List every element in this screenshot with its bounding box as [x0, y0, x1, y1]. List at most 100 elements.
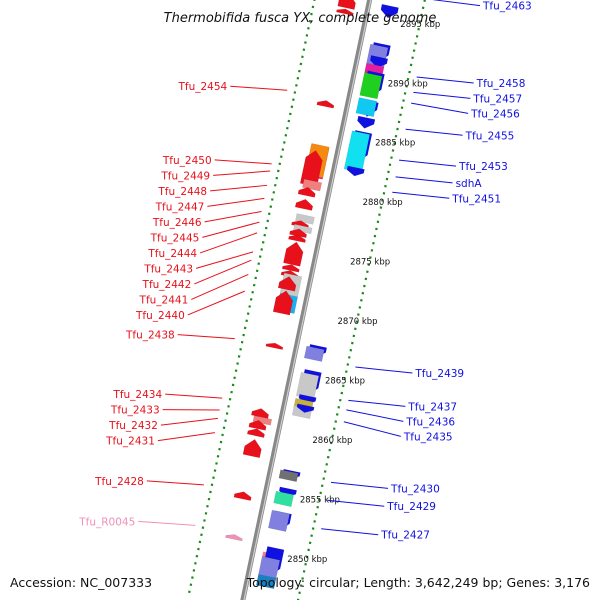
- gene-label-right[interactable]: Tfu_2451: [451, 193, 501, 205]
- label-leader-line: [405, 128, 463, 136]
- forward-gene-feature[interactable]: [283, 241, 304, 267]
- scale-label: 2850 kbp: [287, 555, 327, 565]
- reverse-gene-feature[interactable]: [278, 469, 299, 482]
- gene-label-right[interactable]: Tfu_2430: [390, 483, 440, 495]
- gene-label-left[interactable]: Tfu_2444: [147, 248, 197, 260]
- reverse-gene-feature[interactable]: [346, 165, 365, 177]
- gene-label-left[interactable]: Tfu_2447: [155, 201, 205, 213]
- forward-gene-feature[interactable]: [294, 198, 314, 211]
- gene-label-left[interactable]: Tfu_2443: [143, 263, 193, 275]
- forward-gene-feature[interactable]: [299, 150, 323, 187]
- forward-gene-feature[interactable]: [272, 290, 294, 316]
- forward-gene-feature[interactable]: [233, 491, 252, 501]
- label-leader-line: [202, 221, 260, 238]
- label-leader-line: [165, 393, 223, 399]
- label-leader-line: [177, 334, 235, 340]
- reverse-gene-feature[interactable]: [273, 490, 294, 507]
- forward-gene-feature[interactable]: [247, 428, 265, 438]
- gene-label-right[interactable]: Tfu_2457: [472, 93, 522, 105]
- forward-gene-feature[interactable]: [288, 234, 306, 243]
- label-leader-line: [413, 91, 471, 99]
- forward-gene-feature[interactable]: [297, 187, 316, 198]
- reverse-gene-feature[interactable]: [380, 3, 399, 19]
- gene-label-left[interactable]: Tfu_2450: [162, 155, 212, 167]
- gene-label-left[interactable]: Tfu_2449: [160, 170, 210, 182]
- label-leader-line: [392, 191, 450, 199]
- forward-gene-feature[interactable]: [225, 534, 243, 542]
- forward-gene-feature[interactable]: [248, 420, 267, 431]
- gene-label-left[interactable]: Tfu_2428: [94, 476, 144, 488]
- scale-label: 2895 kbp: [400, 20, 440, 30]
- reverse-gene-feature[interactable]: [359, 72, 383, 100]
- gene-label-left[interactable]: Tfu_2440: [135, 310, 185, 322]
- forward-gene-feature[interactable]: [251, 408, 269, 419]
- forward-gene-feature[interactable]: [242, 439, 262, 459]
- scale-label: 2855 kbp: [300, 495, 340, 505]
- accession-label: Accession: NC_007333: [10, 575, 153, 590]
- forward-gene-feature[interactable]: [281, 264, 300, 273]
- gene-labels: Tfu_2454 Tfu_2450 Tfu_2449 Tfu_2448 Tfu_2447…: [78, 1, 531, 542]
- scale-label: 2870 kbp: [338, 317, 378, 327]
- gene-label-left[interactable]: Tfu_R0045: [78, 516, 135, 528]
- gene-label-right[interactable]: Tfu_2437: [407, 401, 457, 413]
- gene-label-left[interactable]: Tfu_2448: [157, 186, 207, 198]
- gene-label-left[interactable]: Tfu_2454: [177, 81, 227, 93]
- gene-label-left[interactable]: Tfu_2433: [110, 405, 160, 417]
- scale-label: 2875 kbp: [350, 258, 390, 268]
- gene-label-left[interactable]: Tfu_2431: [105, 436, 155, 448]
- forward-gene-feature[interactable]: [265, 342, 284, 350]
- gene-label-right[interactable]: Tfu_2435: [403, 431, 453, 443]
- gene-label-left[interactable]: Tfu_2432: [108, 420, 158, 432]
- label-leader-line: [204, 210, 262, 223]
- reverse-gene-feature[interactable]: [357, 115, 376, 129]
- forward-gene-feature[interactable]: [252, 415, 273, 426]
- forward-gene-feature[interactable]: [289, 228, 307, 239]
- backbone-layer: [240, 0, 373, 600]
- label-leader-line: [395, 176, 453, 184]
- reverse-gene-feature[interactable]: [303, 345, 325, 362]
- scale-label: 2890 kbp: [388, 79, 428, 89]
- label-leader-line: [187, 290, 245, 316]
- forward-gene-feature[interactable]: [316, 100, 335, 109]
- gene-label-left[interactable]: Tfu_2434: [112, 389, 162, 401]
- gene-label-right[interactable]: Tfu_2453: [458, 161, 508, 173]
- feature-layer: [225, 0, 399, 589]
- forward-gene-feature[interactable]: [277, 276, 297, 292]
- gene-label-left[interactable]: Tfu_2442: [142, 279, 192, 291]
- gene-label-right[interactable]: Tfu_2455: [465, 130, 515, 142]
- reverse-gene-feature[interactable]: [369, 55, 389, 69]
- label-leader-line: [160, 417, 218, 426]
- reverse-gene-feature[interactable]: [268, 509, 290, 532]
- label-leader-line: [432, 0, 481, 7]
- label-leader-line: [194, 259, 252, 285]
- gene-label-right[interactable]: Tfu_2463: [482, 1, 532, 13]
- reverse-gene-feature[interactable]: [355, 97, 378, 117]
- gene-label-left[interactable]: Tfu_2441: [139, 294, 189, 306]
- label-leader-line: [207, 197, 265, 207]
- reverse-gene-feature[interactable]: [296, 403, 315, 413]
- gene-label-right[interactable]: Tfu_2429: [386, 501, 436, 513]
- gene-label-right[interactable]: Tfu_2456: [470, 108, 520, 120]
- scale-label: 2880 kbp: [363, 198, 403, 208]
- label-leader-line: [210, 184, 268, 192]
- label-leader-line: [157, 432, 215, 442]
- gene-label-right[interactable]: Tfu_2458: [476, 78, 526, 90]
- gene-label-right[interactable]: sdhA: [456, 178, 483, 190]
- label-leader-line: [416, 76, 474, 84]
- gene-label-left[interactable]: Tfu_2445: [150, 232, 200, 244]
- map-title: Thermobifida fusca YX, complete genome: [164, 11, 437, 26]
- gene-label-left[interactable]: Tfu_2438: [125, 330, 175, 342]
- gene-label-right[interactable]: Tfu_2436: [405, 416, 455, 428]
- label-leader-line: [321, 528, 379, 536]
- reverse-gene-feature[interactable]: [256, 574, 277, 589]
- label-leader-line: [330, 481, 389, 489]
- forward-gene-feature[interactable]: [337, 0, 356, 10]
- forward-gene-feature[interactable]: [336, 8, 354, 16]
- forward-gene-feature[interactable]: [293, 223, 313, 235]
- gene-label-right[interactable]: Tfu_2439: [414, 368, 464, 380]
- label-leaders: [138, 0, 481, 536]
- gene-label-right[interactable]: Tfu_2427: [380, 530, 430, 542]
- gene-label-left[interactable]: Tfu_2446: [152, 217, 202, 229]
